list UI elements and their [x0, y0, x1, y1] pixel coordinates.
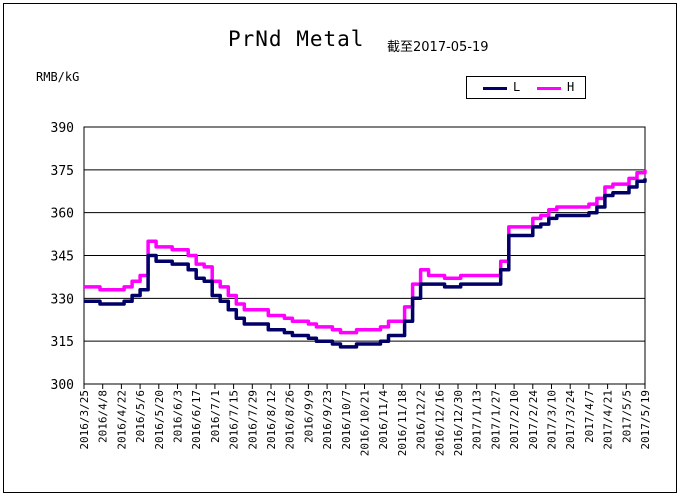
legend-swatch-h — [537, 87, 561, 90]
x-tick-label: 2016/8/26 — [284, 390, 297, 450]
y-tick-label: 300 — [51, 378, 74, 393]
x-tick-label: 2017/3/24 — [564, 390, 577, 450]
x-tick-label: 2016/9/23 — [321, 390, 334, 450]
x-tick-label: 2017/4/7 — [583, 390, 596, 443]
x-tick-label: 2017/1/27 — [489, 390, 502, 450]
x-tick-label: 2016/7/15 — [228, 390, 241, 450]
x-tick-label: 2016/5/6 — [134, 390, 147, 443]
x-tick-label: 2017/5/19 — [639, 390, 652, 450]
x-tick-label: 2016/7/1 — [209, 390, 222, 443]
x-tick-label: 2016/3/25 — [78, 390, 91, 450]
x-tick-label: 2016/9/9 — [302, 390, 315, 443]
x-tick-label: 2016/4/8 — [97, 390, 110, 443]
x-tick-label: 2016/12/16 — [433, 390, 446, 456]
y-tick-label: 390 — [51, 121, 74, 136]
x-tick-label: 2016/4/22 — [115, 390, 128, 450]
chart-subtitle: 截至2017-05-19 — [387, 40, 489, 55]
x-tick-label: 2017/4/21 — [602, 390, 615, 450]
chart-title: PrNd Metal — [228, 27, 365, 51]
legend-label-h: H — [567, 80, 575, 94]
y-tick-label: 330 — [51, 292, 74, 307]
legend-swatch-l — [483, 87, 507, 90]
x-tick-label: 2017/2/10 — [508, 390, 521, 450]
x-tick-label: 2016/12/30 — [452, 390, 465, 456]
x-tick-label: 2016/10/21 — [359, 390, 372, 456]
series-line-h — [84, 169, 647, 335]
y-tick-label: 375 — [51, 164, 74, 179]
x-tick-label: 2017/1/13 — [471, 390, 484, 450]
x-tick-label: 2017/3/10 — [546, 390, 559, 450]
chart-legend: L H — [466, 76, 586, 99]
x-tick-label: 2016/6/17 — [190, 390, 203, 450]
x-tick-label: 2016/6/3 — [172, 390, 185, 443]
x-tick-label: 2016/8/12 — [265, 390, 278, 450]
x-tick-label: 2016/5/20 — [153, 390, 166, 450]
x-tick-label: 2017/2/24 — [527, 390, 540, 450]
x-tick-label: 2016/12/2 — [415, 390, 428, 450]
y-axis-label: RMB/kG — [36, 70, 80, 84]
legend-label-l: L — [513, 80, 521, 94]
x-tick-label: 2017/5/5 — [620, 390, 633, 443]
x-tick-label: 2016/11/4 — [377, 390, 390, 450]
y-tick-label: 360 — [51, 207, 74, 222]
x-tick-label: 2016/10/7 — [340, 390, 353, 450]
y-tick-label: 315 — [51, 335, 74, 350]
series-line-l — [84, 178, 647, 349]
y-tick-label: 345 — [51, 250, 74, 265]
x-tick-label: 2016/11/18 — [396, 390, 409, 456]
x-tick-label: 2016/7/29 — [246, 390, 259, 450]
